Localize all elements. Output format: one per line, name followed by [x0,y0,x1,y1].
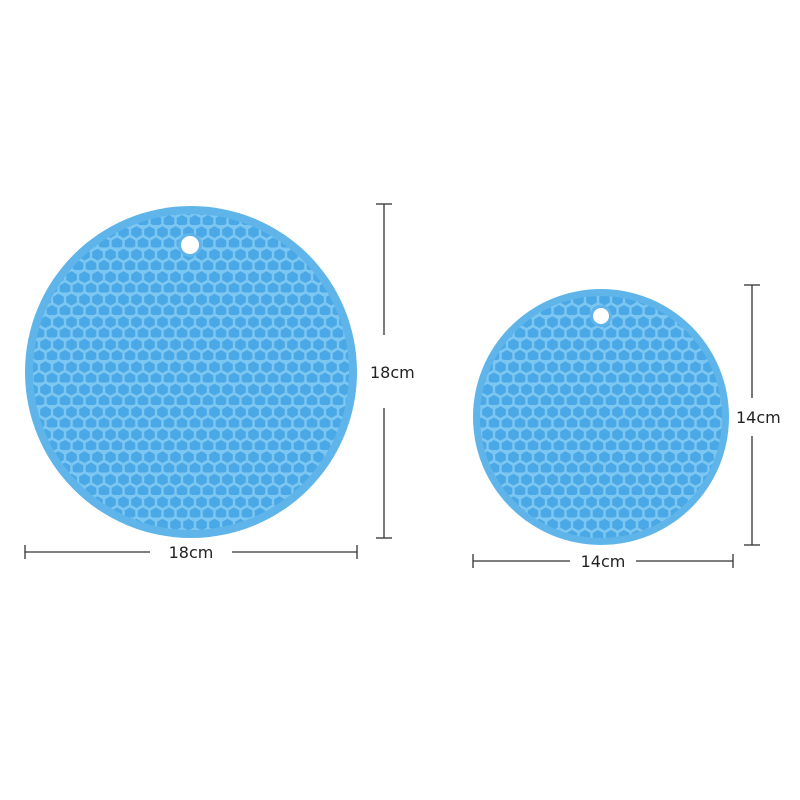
hanging-hole [181,236,199,254]
small-trivet [473,289,729,545]
dimension-lines [24,203,760,568]
small-width-label: 14cm [581,552,626,571]
small-height-label: 14cm [736,408,781,427]
hanging-hole [593,308,609,324]
large-width-label: 18cm [169,543,214,562]
large-height-label: 18cm [370,363,415,382]
large-trivet [25,206,357,538]
